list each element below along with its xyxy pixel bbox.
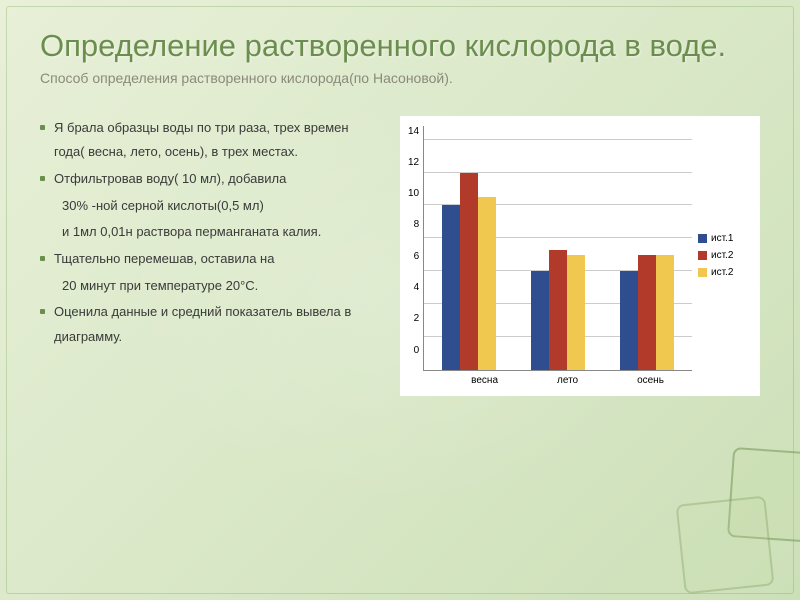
- x-label: лето: [538, 375, 598, 386]
- legend-item: ист.2: [698, 267, 752, 278]
- plot-and-x: весна лето осень: [423, 126, 692, 386]
- body-p7: Оценила данные и средний показатель выве…: [40, 300, 380, 349]
- text-column: Я брала образцы воды по три раза, трех в…: [40, 116, 380, 396]
- y-tick: 4: [414, 282, 420, 293]
- y-tick: 10: [408, 188, 419, 199]
- plot-wrap: 14 12 10 8 6 4 2 0 весна лето осень: [408, 126, 692, 386]
- bar: [656, 255, 674, 370]
- content-row: Я брала образцы воды по три раза, трех в…: [40, 116, 760, 396]
- body-p3: 30% -ной серной кислоты(0,5 мл): [40, 194, 380, 219]
- legend-swatch: [698, 251, 707, 260]
- y-tick: 12: [408, 157, 419, 168]
- bar: [549, 250, 567, 370]
- chart-column: 14121086420 весналетоосень ист.1ист.2ист…: [400, 116, 760, 396]
- legend-label: ист.1: [711, 233, 733, 244]
- body-p6: 20 минут при температуре 20°С.: [40, 274, 380, 299]
- bar-group: [617, 255, 677, 370]
- legend-item: ист.1: [698, 233, 752, 244]
- body-p2: Отфильтровав воду( 10 мл), добавила: [40, 167, 380, 192]
- legend-label: ист.2: [711, 267, 733, 278]
- bar-group: [439, 173, 499, 370]
- bar-chart: 14121086420 весналетоосень ист.1ист.2ист…: [400, 116, 760, 396]
- y-axis: 14 12 10 8 6 4 2 0: [408, 126, 423, 356]
- bar: [531, 271, 549, 370]
- x-axis-labels: весна лето осень: [443, 375, 692, 386]
- legend-item: ист.2: [698, 250, 752, 261]
- body-p5: Тщательно перемешав, оставила на: [40, 247, 380, 272]
- plot-area: [423, 126, 692, 371]
- slide-background: Определение растворенного кислорода в во…: [0, 0, 800, 600]
- bar: [567, 255, 585, 370]
- bar: [478, 197, 496, 370]
- x-label: осень: [621, 375, 681, 386]
- chart-legend: ист.1 ист.2 ист.2: [692, 126, 752, 386]
- title-block: Определение растворенного кислорода в во…: [40, 28, 760, 86]
- x-label: весна: [455, 375, 515, 386]
- bar: [638, 255, 656, 370]
- page-subtitle: Способ определения растворенного кислоро…: [40, 70, 760, 86]
- y-tick: 8: [414, 219, 420, 230]
- page-title: Определение растворенного кислорода в во…: [40, 28, 760, 64]
- gridline: [424, 139, 692, 140]
- body-p1: Я брала образцы воды по три раза, трех в…: [40, 116, 380, 165]
- legend-label: ист.2: [711, 250, 733, 261]
- bar-group: [528, 250, 588, 370]
- y-tick: 0: [414, 345, 420, 356]
- decorative-square-2: [676, 496, 775, 595]
- legend-swatch: [698, 234, 707, 243]
- y-tick: 6: [414, 251, 420, 262]
- bar: [460, 173, 478, 370]
- subtitle-tail: (по Насоновой).: [349, 70, 453, 86]
- body-p4: и 1мл 0,01н раствора перманганата калия.: [40, 220, 380, 245]
- subtitle-lead: Способ определения растворенного кислоро…: [40, 70, 349, 86]
- bar: [442, 205, 460, 369]
- bar: [620, 271, 638, 370]
- y-tick: 14: [408, 126, 419, 137]
- y-tick: 2: [414, 313, 420, 324]
- legend-swatch: [698, 268, 707, 277]
